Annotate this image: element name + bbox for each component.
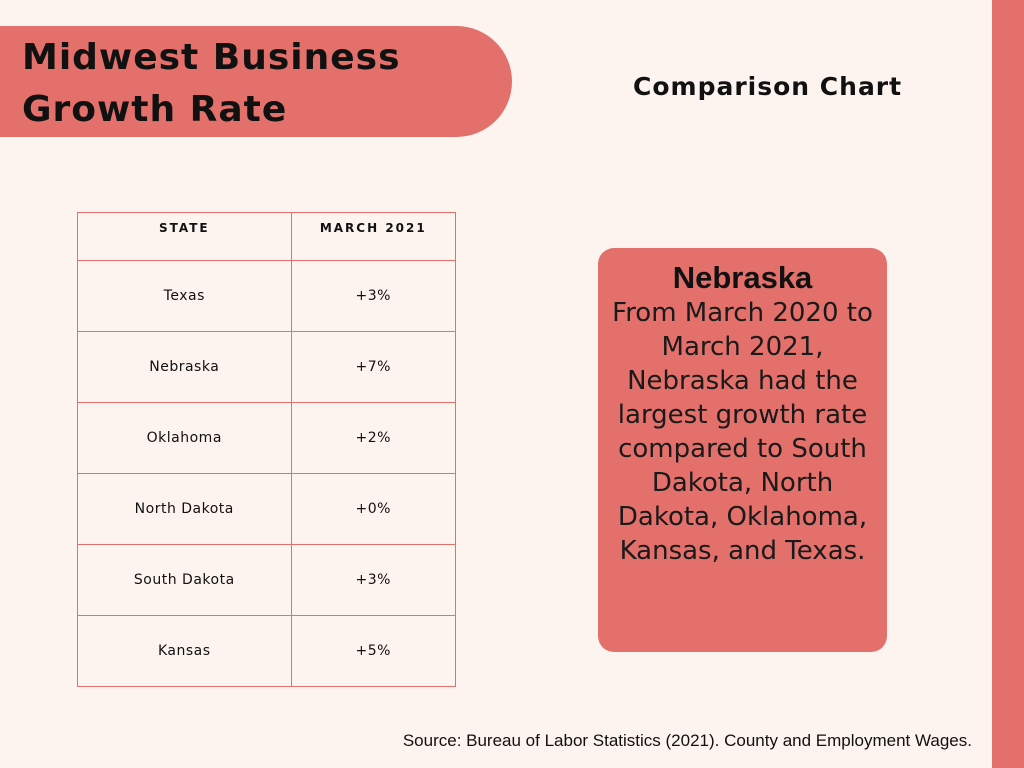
- table-row: South Dakota +3%: [77, 544, 457, 616]
- table-row: Nebraska +7%: [77, 331, 457, 403]
- growth-value-cell: +0%: [290, 473, 457, 545]
- source-citation: Source: Bureau of Labor Statistics (2021…: [402, 731, 972, 750]
- table-row: Kansas +5%: [77, 615, 457, 687]
- table-header-row: STATE MARCH 2021: [77, 212, 457, 261]
- state-cell: South Dakota: [77, 544, 292, 616]
- growth-value-cell: +2%: [290, 402, 457, 474]
- callout-text: From March 2020 to March 2021, Nebraska …: [612, 298, 873, 566]
- state-cell: Kansas: [77, 615, 292, 687]
- table-row: North Dakota +0%: [77, 473, 457, 545]
- table-row: Texas +3%: [77, 260, 457, 332]
- state-cell: Nebraska: [77, 331, 292, 403]
- right-accent-stripe: [992, 0, 1024, 768]
- title-banner: Midwest Business Growth Rate: [0, 26, 512, 137]
- column-header-march-2021: MARCH 2021: [290, 212, 457, 261]
- column-header-state: STATE: [77, 212, 292, 261]
- growth-value-cell: +7%: [290, 331, 457, 403]
- growth-value-cell: +5%: [290, 615, 457, 687]
- callout-heading: Nebraska: [672, 260, 813, 295]
- table-row: Oklahoma +2%: [77, 402, 457, 474]
- title-line-2: Growth Rate: [22, 89, 288, 130]
- nebraska-callout: Nebraska From March 2020 to March 2021, …: [598, 248, 887, 652]
- state-cell: Texas: [77, 260, 292, 332]
- growth-value-cell: +3%: [290, 544, 457, 616]
- state-cell: Oklahoma: [77, 402, 292, 474]
- state-cell: North Dakota: [77, 473, 292, 545]
- subtitle: Comparison Chart: [633, 72, 903, 101]
- growth-rate-table: STATE MARCH 2021 Texas +3% Nebraska +7% …: [77, 212, 457, 687]
- title-line-1: Midwest Business: [22, 37, 401, 78]
- growth-value-cell: +3%: [290, 260, 457, 332]
